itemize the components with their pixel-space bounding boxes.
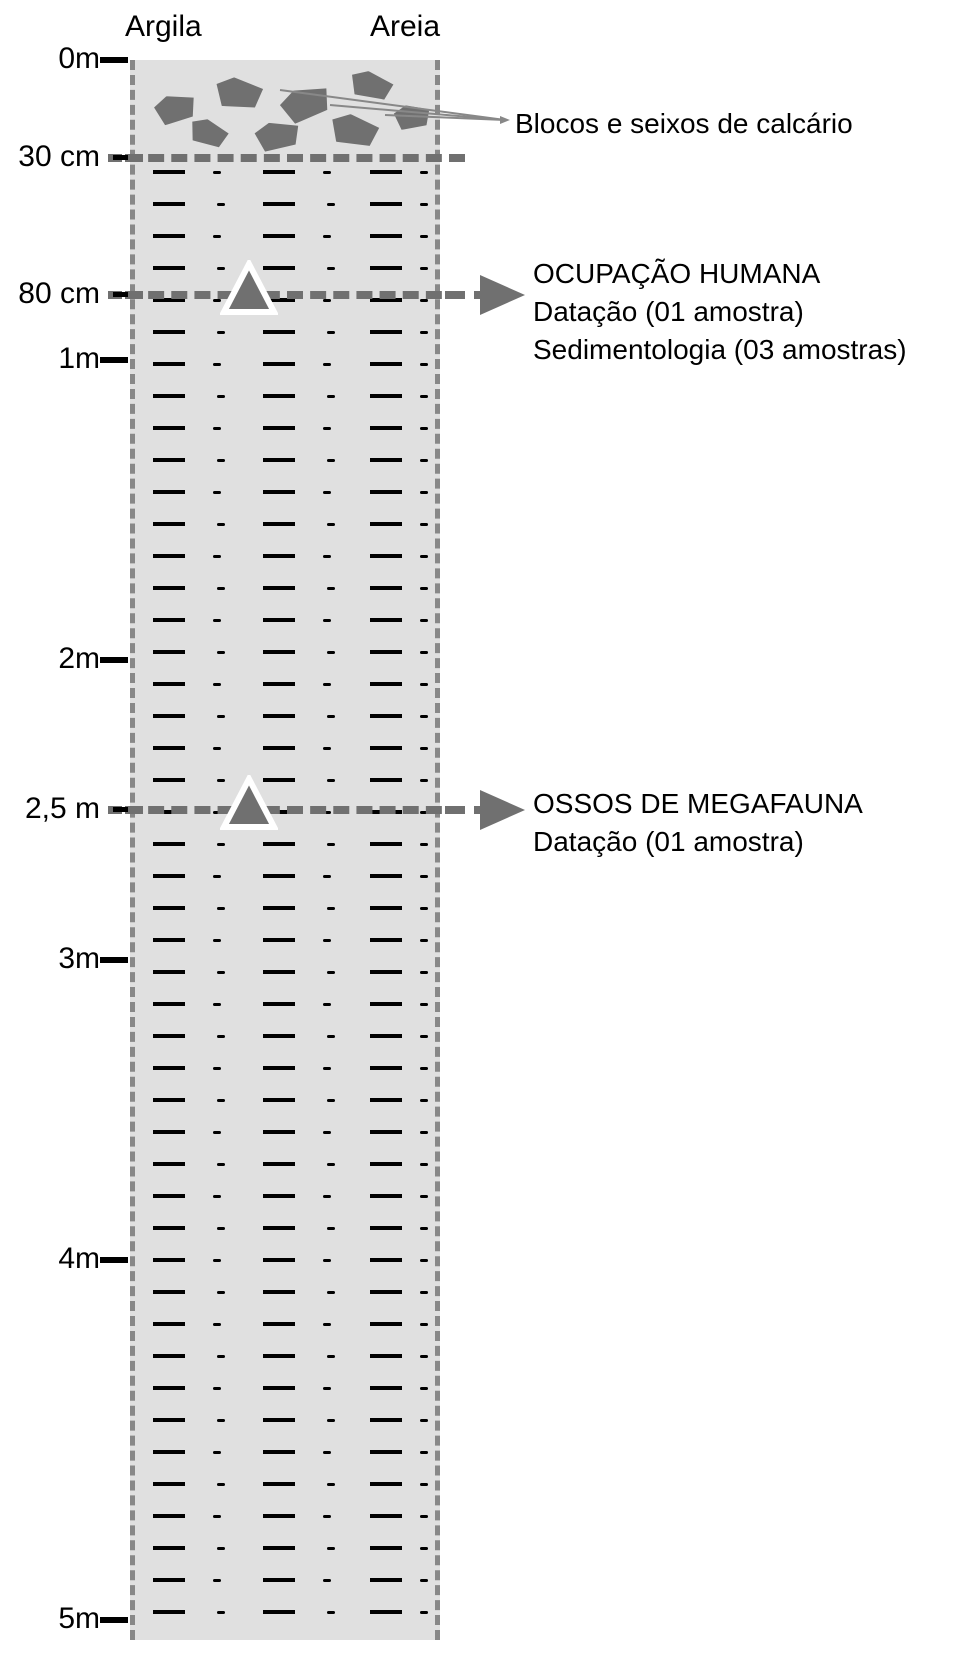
arrow-megafauna bbox=[480, 785, 530, 840]
depth-label: 1m bbox=[0, 342, 100, 376]
depth-label: 80 cm bbox=[0, 277, 100, 311]
depth-label: 4m bbox=[0, 1242, 100, 1276]
depth-label: 5m bbox=[0, 1602, 100, 1636]
depth-tick bbox=[113, 807, 128, 812]
depth-label: 0m bbox=[0, 42, 100, 76]
sample-marker-megafauna bbox=[220, 775, 278, 833]
depth-label: 2m bbox=[0, 642, 100, 676]
depth-tick bbox=[100, 357, 128, 363]
annotation-blocks: Blocos e seixos de calcário bbox=[515, 105, 853, 143]
horizon-80cm bbox=[125, 291, 465, 299]
depth-tick bbox=[113, 155, 128, 160]
sample-marker-occupation bbox=[220, 260, 278, 318]
depth-label: 2,5 m bbox=[0, 792, 100, 826]
annotation-megafauna: OSSOS DE MEGAFAUNA Datação (01 amostra) bbox=[533, 785, 863, 861]
depth-label: 3m bbox=[0, 942, 100, 976]
header-argila: Argila bbox=[125, 10, 202, 44]
horizon-2-5m bbox=[125, 806, 465, 814]
annotation-occupation: OCUPAÇÃO HUMANA Datação (01 amostra) Sed… bbox=[533, 255, 907, 368]
stratigraphic-diagram: Argila Areia bbox=[0, 0, 954, 1659]
arrow-occupation bbox=[480, 270, 530, 325]
depth-tick bbox=[100, 1617, 128, 1623]
header-areia: Areia bbox=[370, 10, 440, 44]
depth-label: 30 cm bbox=[0, 140, 100, 174]
depth-tick bbox=[113, 292, 128, 297]
horizon-30cm bbox=[125, 154, 465, 162]
depth-tick bbox=[100, 1257, 128, 1263]
depth-tick bbox=[100, 657, 128, 663]
depth-tick bbox=[100, 957, 128, 963]
depth-tick bbox=[100, 57, 128, 63]
strat-column bbox=[130, 60, 440, 1640]
